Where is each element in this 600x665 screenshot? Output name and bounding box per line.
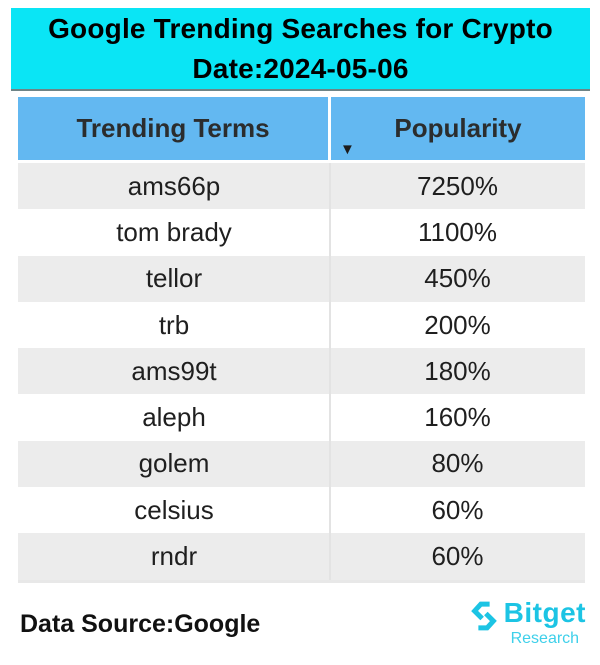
table-header-row: Trending Terms Popularity ▼ — [18, 97, 585, 160]
bitget-name: Bitget — [503, 597, 586, 628]
bitget-research-logo: Bitget Research — [469, 599, 586, 649]
table-row: tom brady 1100% — [18, 209, 585, 256]
column-divider — [329, 163, 331, 580]
popularity-cell: 1100% — [417, 216, 498, 247]
table-row: ams99t 180% — [18, 348, 585, 395]
term-cell: rndr — [150, 541, 198, 572]
header-trending-terms: Trending Terms — [18, 97, 328, 160]
term-cell: ams99t — [131, 355, 217, 386]
term-cell: aleph — [142, 402, 206, 433]
term-cell: celsius — [134, 494, 214, 525]
popularity-cell: 60% — [431, 541, 484, 572]
sort-descending-icon[interactable]: ▼ — [340, 141, 355, 158]
bitget-logo-icon — [469, 601, 499, 636]
header-popularity-label: Popularity — [394, 113, 522, 143]
page-title-line2: Date:2024-05-06 — [192, 52, 409, 84]
title-banner: Google Trending Searches for Crypto Date… — [11, 8, 590, 91]
table-row: celsius 60% — [18, 487, 585, 534]
table-row: tellor 450% — [18, 255, 585, 302]
data-source-label: Data Source:Google — [20, 609, 261, 638]
term-cell: tellor — [145, 263, 203, 294]
table-body: ams66p 7250% tom brady 1100% tellor 450%… — [18, 163, 585, 583]
term-cell: ams66p — [127, 170, 221, 201]
term-cell: trb — [158, 309, 190, 340]
trending-table: Trending Terms Popularity ▼ ams66p 7250%… — [18, 97, 585, 583]
term-cell: golem — [138, 448, 210, 479]
popularity-cell: 450% — [424, 263, 491, 294]
header-trending-terms-label: Trending Terms — [76, 113, 270, 143]
table-row: aleph 160% — [18, 394, 585, 441]
header-popularity[interactable]: Popularity ▼ — [331, 97, 585, 160]
footer: Data Source:Google Bitget Research — [0, 583, 600, 665]
page-title-line1: Google Trending Searches for Crypto — [48, 12, 553, 44]
popularity-cell: 80% — [431, 448, 484, 479]
popularity-cell: 7250% — [417, 170, 498, 201]
table-row: rndr 60% — [18, 533, 585, 580]
table-row: ams66p 7250% — [18, 163, 585, 210]
bitget-research-label: Research — [510, 630, 580, 647]
term-cell: tom brady — [116, 216, 232, 247]
table-row: golem 80% — [18, 440, 585, 488]
bitget-logo-text: Bitget Research — [504, 599, 586, 649]
popularity-cell: 180% — [424, 355, 491, 386]
popularity-cell: 60% — [431, 494, 484, 525]
table-row: trb 200% — [18, 301, 585, 349]
popularity-cell: 160% — [424, 402, 491, 433]
popularity-cell: 200% — [424, 309, 491, 340]
